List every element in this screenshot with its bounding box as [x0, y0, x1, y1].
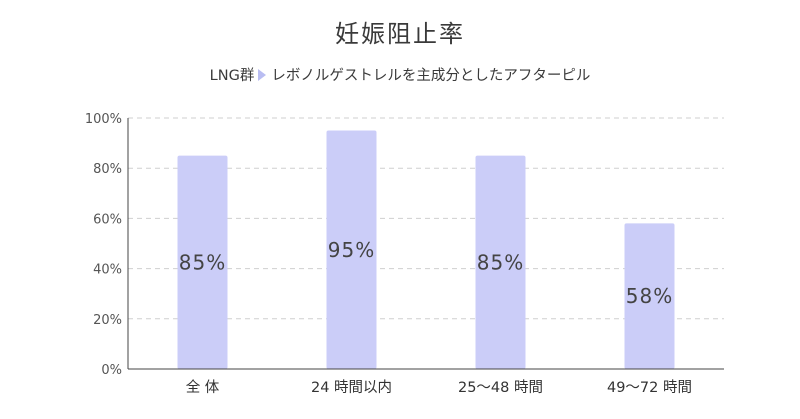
y-tick-label: 80% [93, 162, 122, 177]
x-category-label: 24 時間以内 [311, 379, 392, 396]
x-category-label: 49〜72 時間 [607, 379, 692, 396]
y-tick-label: 60% [93, 212, 122, 227]
y-tick-label: 100% [85, 112, 122, 127]
chart-subtitle: LNG群 レボノルゲストレルを主成分としたアフターピル [0, 64, 800, 85]
data-label: 85% [477, 250, 524, 274]
data-label: 85% [179, 250, 226, 274]
x-category-label: 25〜48 時間 [458, 379, 543, 396]
y-tick-label: 20% [93, 313, 122, 328]
bar [624, 223, 675, 369]
x-category-label: 全 体 [186, 378, 220, 396]
subtitle-group: LNG群 [209, 68, 255, 84]
triangle-arrow-icon [258, 69, 267, 81]
data-label: 95% [328, 238, 375, 262]
data-labels: 85% 95% 85% 58% [179, 238, 673, 308]
y-tick-label: 40% [93, 263, 122, 278]
bar [475, 155, 526, 369]
chart-title: 妊娠阻止率 [335, 20, 465, 48]
bars [177, 130, 675, 369]
y-axis-ticks: 0% 20% 40% 60% 80% 100% [85, 112, 122, 378]
x-axis-categories: 全 体 24 時間以内 25〜48 時間 49〜72 時間 [186, 378, 692, 396]
bar [326, 130, 377, 369]
data-label: 58% [626, 284, 673, 308]
bar [177, 155, 228, 369]
subtitle-description: レボノルゲストレルを主成分としたアフターピル [271, 68, 591, 84]
y-tick-label: 0% [101, 363, 122, 378]
